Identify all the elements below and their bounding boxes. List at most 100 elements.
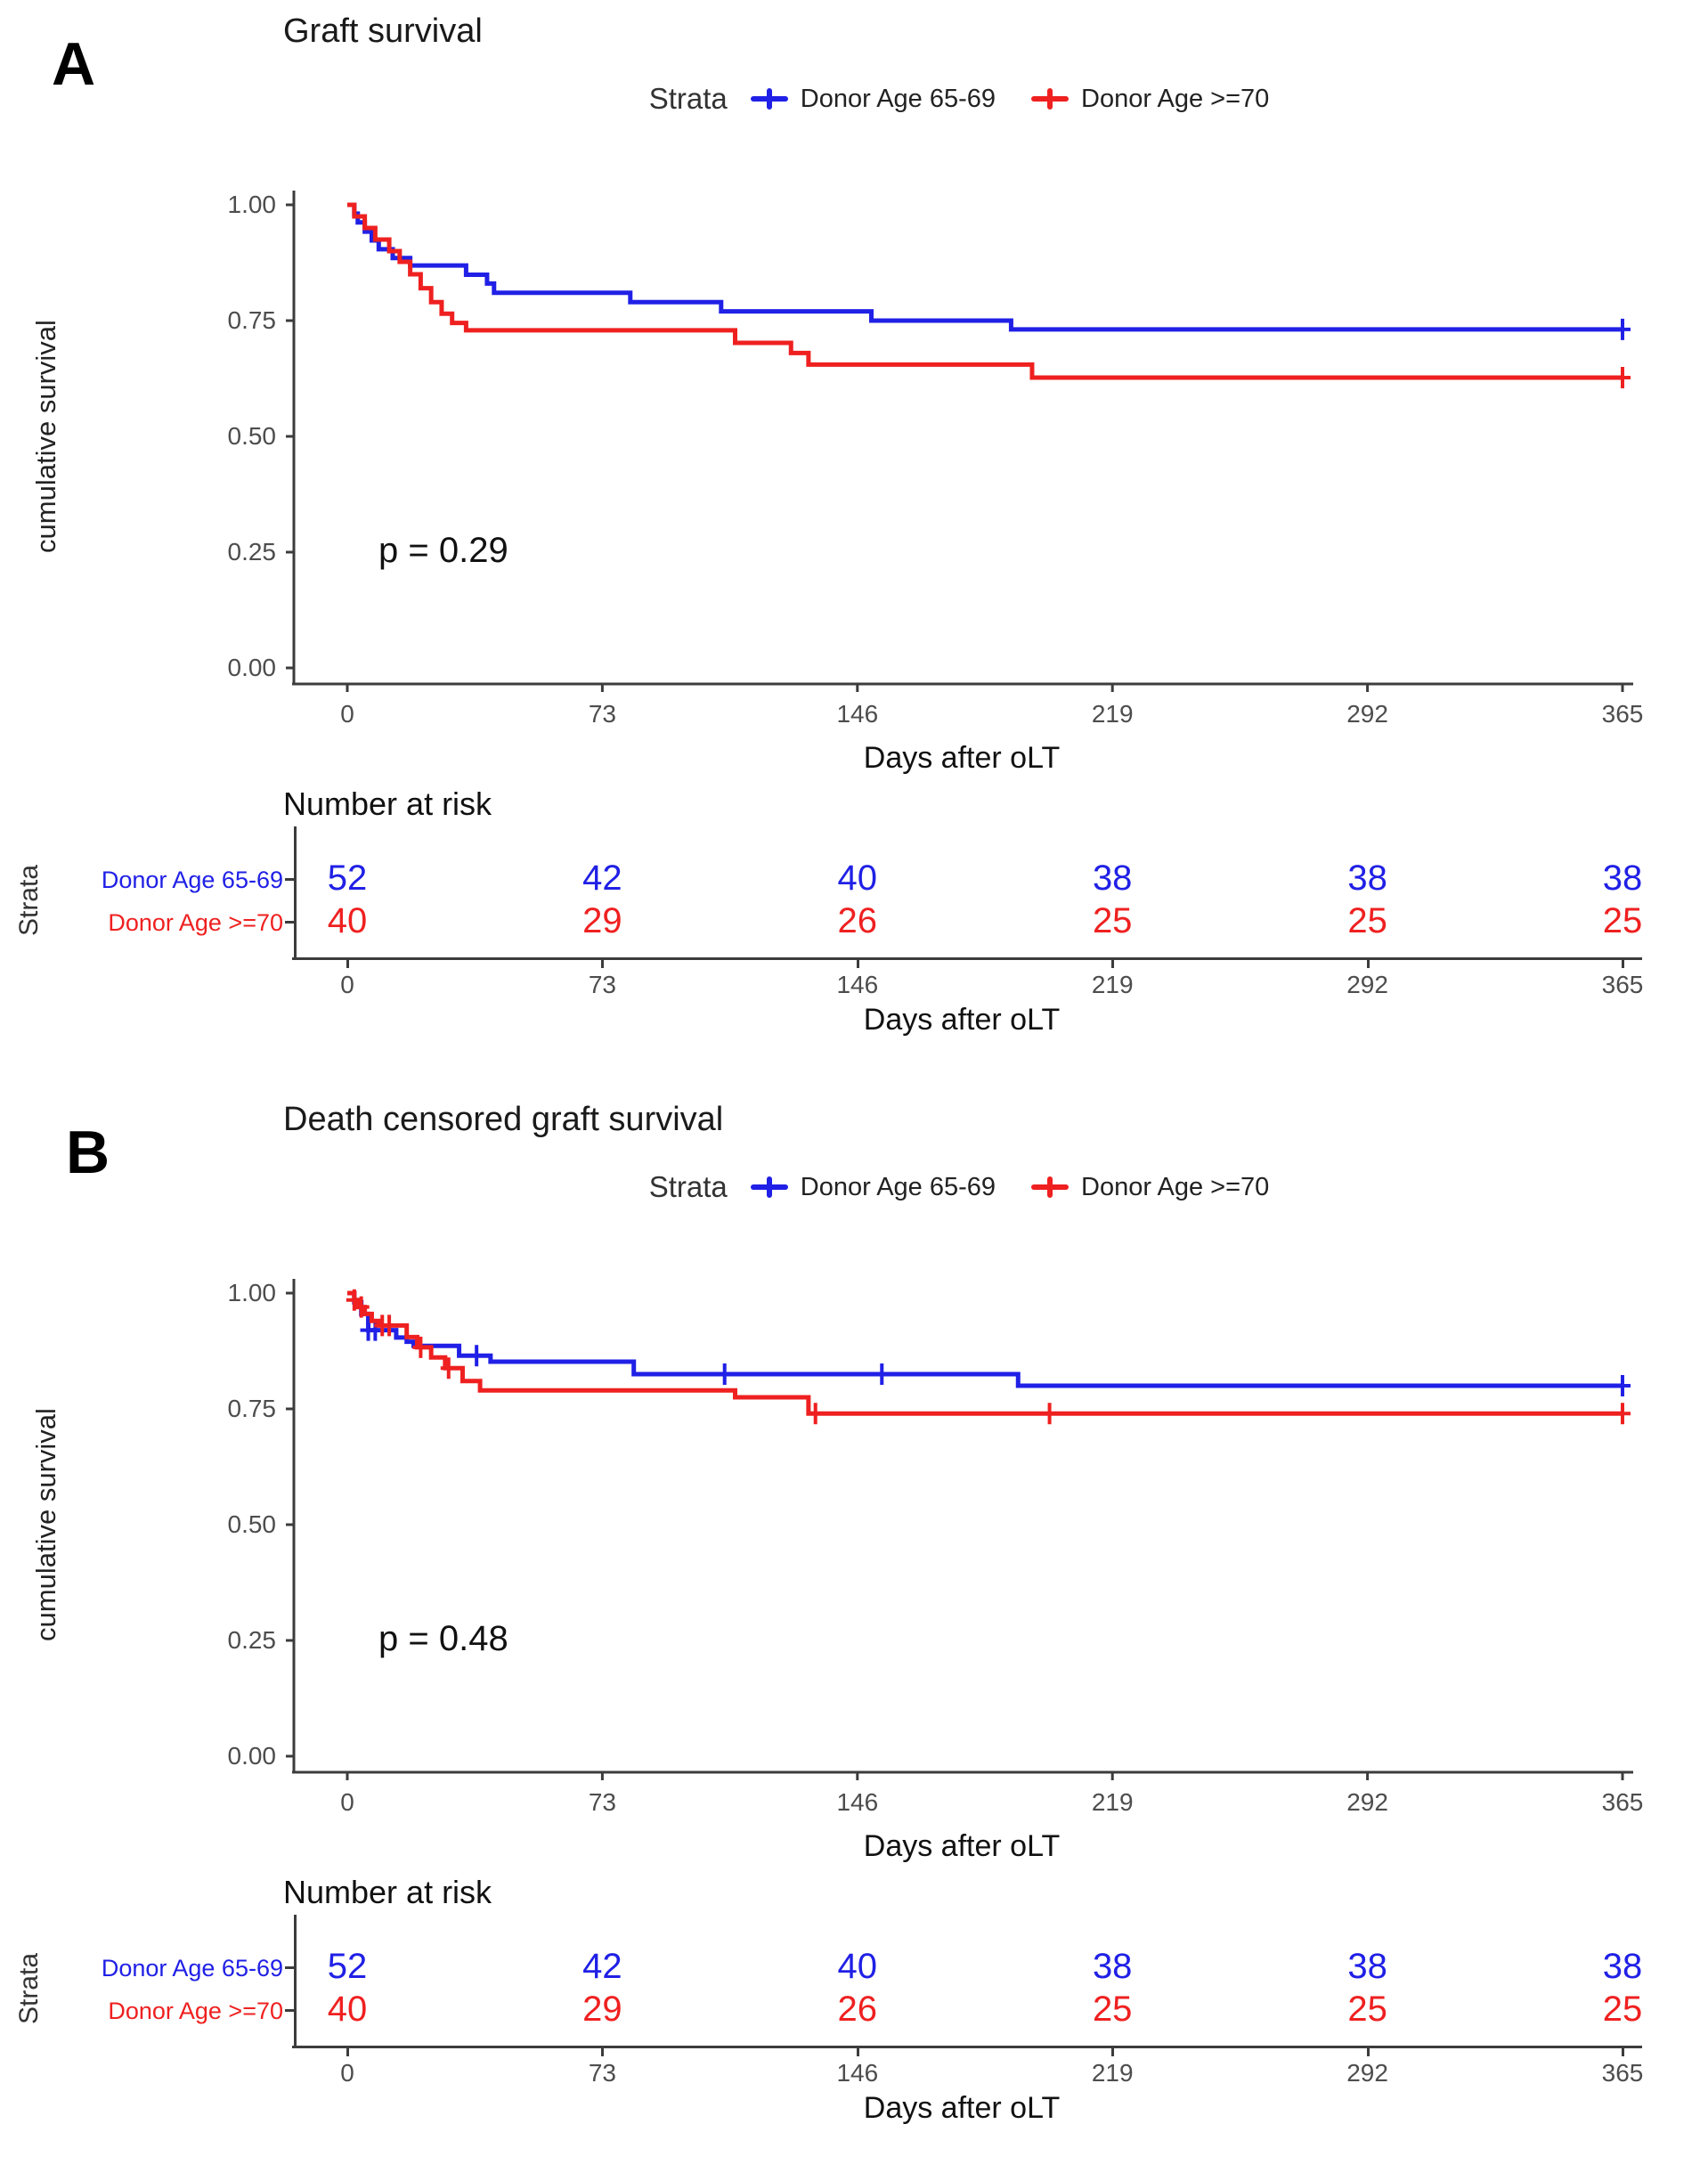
y-tick-label: 0.25	[227, 538, 277, 566]
risk-table-row: 40 29 26 25 25 25	[0, 1988, 1708, 2030]
y-tick-label: 0.75	[227, 1395, 277, 1422]
risk-count: 42	[582, 859, 622, 898]
legend-item-label: Donor Age >=70	[1081, 84, 1270, 113]
km-plot-canvas	[286, 1279, 1633, 1780]
x-tick-label: 365	[1601, 2059, 1644, 2087]
risk-axis-tick	[1622, 960, 1624, 968]
risk-axis-tick	[601, 2048, 605, 2056]
y-axis-title: cumulative survival	[30, 1408, 61, 1641]
y-tick-label: 0.00	[227, 1742, 277, 1770]
x-tick-label: 0	[340, 1788, 354, 1816]
risk-count: 38	[1092, 859, 1133, 898]
risk-count: 38	[1602, 859, 1643, 898]
risk-axis-vline	[294, 826, 297, 960]
km-plot-canvas	[286, 191, 1633, 692]
x-axis-tick-labels: 0 73 146 219 292 365	[0, 1788, 1708, 1820]
y-tick-label: 0.75	[227, 306, 277, 334]
x-tick-label: 146	[836, 2059, 879, 2087]
plot-title: Graft survival	[283, 12, 483, 50]
risk-count: 26	[837, 901, 878, 940]
risk-count: 26	[837, 1990, 878, 2029]
risk-count: 25	[1347, 901, 1387, 940]
x-tick-label: 365	[1601, 700, 1644, 728]
panel-b: B Death censored graft survival Strata D…	[0, 1088, 1708, 2181]
risk-axis-tick	[346, 2048, 349, 2056]
risk-count: 38	[1602, 1947, 1643, 1986]
risk-row-label: Donor Age 65-69	[101, 1955, 283, 1982]
x-tick-label: 365	[1601, 971, 1644, 998]
risk-table-title: Number at risk	[283, 1874, 492, 1910]
risk-count: 25	[1602, 1990, 1643, 2029]
risk-row-tick	[285, 2009, 294, 2012]
risk-axis-hline	[292, 2046, 1642, 2048]
legend-strata-label: Strata	[648, 82, 728, 115]
x-tick-label: 73	[588, 2059, 616, 2087]
risk-count: 52	[327, 859, 368, 898]
p-value-annotation: p = 0.29	[378, 531, 508, 570]
y-axis-title: cumulative survival	[30, 320, 61, 553]
plot-title: Death censored graft survival	[283, 1101, 724, 1138]
risk-axis-tick	[346, 960, 349, 968]
x-tick-label: 0	[340, 2059, 354, 2087]
risk-count: 25	[1602, 901, 1643, 940]
x-tick-label: 219	[1091, 2059, 1134, 2087]
x-axis-title: Days after oLT	[863, 1829, 1061, 1863]
x-tick-label: 219	[1091, 1788, 1134, 1816]
x-tick-label: 73	[588, 700, 616, 728]
marker-bar	[766, 88, 772, 110]
risk-axis-tick	[601, 960, 605, 968]
panel-a: A Graft survival Strata Donor Age 65-69 …	[0, 12, 1708, 1037]
x-tick-label: 73	[588, 1788, 616, 1816]
x-tick-label: 292	[1346, 971, 1388, 998]
risk-count: 40	[837, 859, 878, 898]
risk-count: 38	[1347, 859, 1387, 898]
legend: Strata Donor Age 65-69 Donor Age >=70	[294, 1170, 1647, 1204]
legend-item-label: Donor Age 65-69	[800, 84, 996, 113]
risk-table-row: 52 42 40 38 38 38	[0, 1945, 1708, 1988]
x-tick-label: 0	[340, 971, 354, 998]
risk-axis-vline	[294, 1915, 297, 2048]
risk-x-tick-labels: 0 73 146 219 292 365	[0, 971, 1708, 1003]
x-tick-label: 292	[1346, 700, 1388, 728]
plus-marker-icon	[1031, 1174, 1070, 1200]
x-tick-label: 219	[1091, 700, 1134, 728]
risk-count: 40	[837, 1947, 878, 1986]
risk-count: 38	[1092, 1947, 1133, 1986]
x-tick-label: 292	[1346, 2059, 1388, 2087]
x-tick-label: 146	[836, 971, 879, 998]
x-axis-title: Days after oLT	[863, 741, 1061, 775]
risk-count: 25	[1092, 1990, 1133, 2029]
marker-bar	[1047, 88, 1053, 110]
risk-axis-tick	[1366, 960, 1370, 968]
risk-count: 29	[582, 901, 622, 940]
plus-marker-icon	[750, 85, 788, 112]
legend: Strata Donor Age 65-69 Donor Age >=70	[294, 82, 1647, 116]
risk-table-row: 52 42 40 38 38 38	[0, 857, 1708, 899]
x-tick-label: 219	[1091, 971, 1134, 998]
x-tick-label: 146	[836, 1788, 879, 1816]
y-tick-label: 0.50	[227, 422, 277, 450]
x-tick-label: 146	[836, 700, 879, 728]
risk-axis-hline	[292, 957, 1642, 960]
risk-table-row: 40 29 26 25 25 25	[0, 899, 1708, 942]
risk-count: 40	[327, 1990, 368, 2029]
x-tick-label: 292	[1346, 1788, 1388, 1816]
risk-row-label: Donor Age 65-69	[101, 867, 283, 893]
x-axis-tick-labels: 0 73 146 219 292 365	[0, 700, 1708, 732]
legend-item-label: Donor Age >=70	[1081, 1172, 1270, 1201]
risk-axis-tick	[1111, 2048, 1115, 2056]
risk-x-axis-title: Days after oLT	[863, 2091, 1061, 2125]
risk-x-tick-labels: 0 73 146 219 292 365	[0, 2059, 1708, 2091]
plus-marker-icon	[750, 1174, 788, 1200]
risk-count: 29	[582, 1990, 622, 2029]
risk-axis-tick	[1622, 2048, 1624, 2056]
risk-row-label: Donor Age >=70	[108, 909, 283, 936]
x-tick-label: 0	[340, 700, 354, 728]
risk-axis-tick	[1111, 960, 1115, 968]
marker-bar	[1047, 1176, 1053, 1198]
y-tick-label: 0.25	[227, 1626, 277, 1654]
risk-x-axis-title: Days after oLT	[863, 1003, 1061, 1037]
risk-row-tick	[285, 921, 294, 924]
risk-count: 38	[1347, 1947, 1387, 1986]
